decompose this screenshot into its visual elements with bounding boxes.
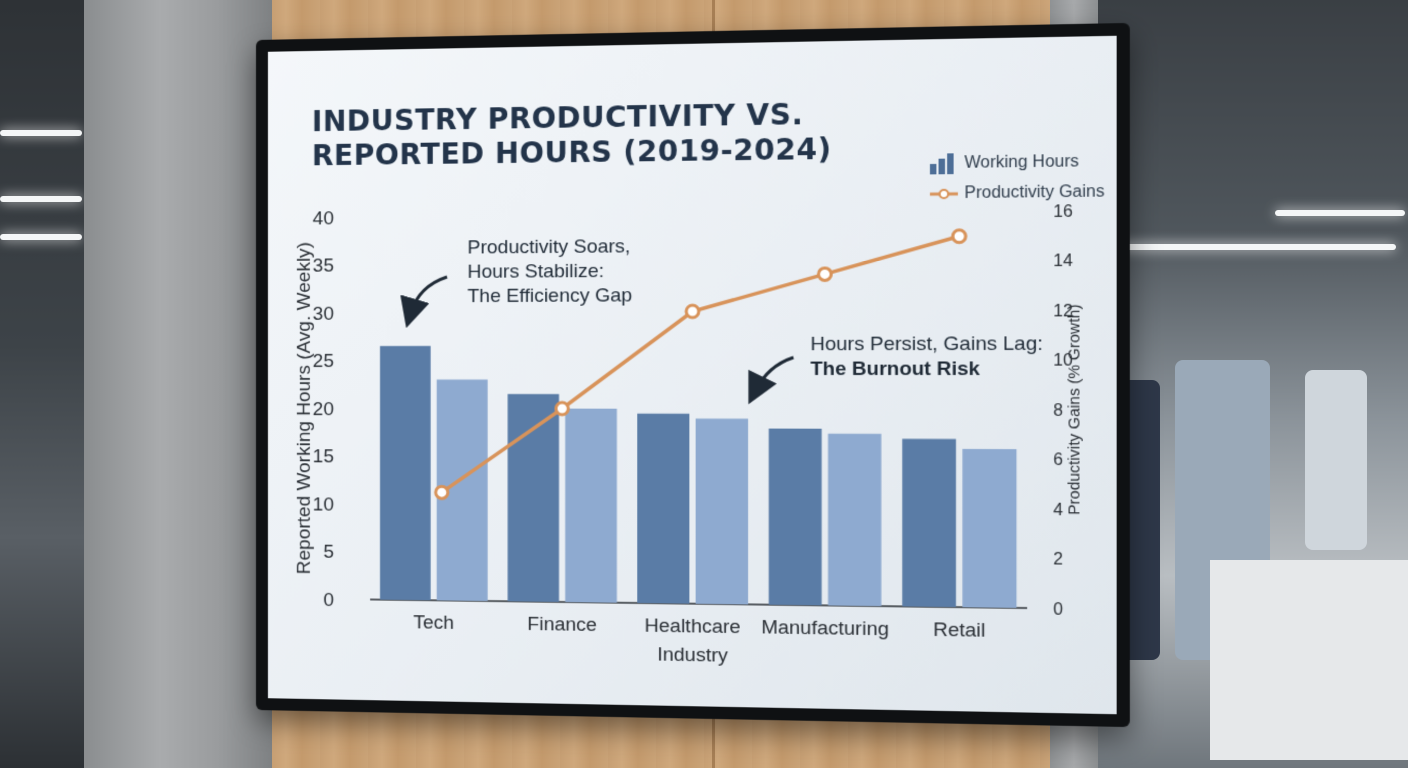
y-tick-label: 35 bbox=[313, 256, 334, 277]
x-tick-label: Retail bbox=[933, 619, 985, 642]
annotation-gap-line1: Productivity Soars, bbox=[467, 236, 631, 259]
bar-hours-healthcare bbox=[637, 413, 690, 604]
y2-tick-label: 4 bbox=[1053, 502, 1063, 520]
x-axis-title: Industry bbox=[657, 644, 728, 667]
bar-hours-secondary-manufacturing bbox=[828, 433, 882, 607]
y-tick-label: 25 bbox=[313, 351, 334, 372]
chart-bars bbox=[380, 345, 1017, 608]
productivity-point-tech bbox=[436, 486, 448, 498]
y-axis-title: Reported Working Hours (Avg. Weekly) bbox=[294, 242, 315, 574]
chart-line bbox=[436, 230, 966, 502]
bar-hours-finance bbox=[507, 394, 560, 602]
annotation-burnout-risk: Hours Persist, Gains Lag: The Burnout Ri… bbox=[810, 332, 1042, 382]
y2-tick-label: 10 bbox=[1053, 352, 1073, 370]
productivity-point-healthcare bbox=[686, 305, 699, 317]
y2-tick-label: 16 bbox=[1053, 203, 1073, 221]
y-tick-label: 20 bbox=[313, 399, 334, 420]
ceiling-light bbox=[1275, 210, 1405, 216]
ceiling-light bbox=[1100, 244, 1396, 250]
chart-canvas: 0 5 10 15 20 25 30 35 40 0 2 4 6 8 10 12 14 16 Reported Wo… bbox=[268, 36, 1117, 714]
productivity-point-retail bbox=[953, 230, 966, 243]
y-tick-label: 10 bbox=[313, 494, 334, 515]
chart-axes: 0 5 10 15 20 25 30 35 40 0 2 4 6 8 10 12 14 16 Reported Wo… bbox=[294, 203, 1084, 667]
annotation-efficiency-gap: Productivity Soars, Hours Stabilize: The… bbox=[467, 235, 632, 309]
y-tick-label: 40 bbox=[313, 208, 334, 229]
y-tick-label: 0 bbox=[323, 590, 334, 611]
office-left-area bbox=[0, 0, 90, 768]
annotation-arrow-gap bbox=[411, 277, 448, 314]
y-tick-label: 5 bbox=[323, 542, 334, 563]
x-tick-label: Manufacturing bbox=[761, 617, 889, 641]
annotation-gap-line3: The Efficiency Gap bbox=[467, 285, 633, 308]
bar-hours-retail bbox=[902, 438, 956, 608]
y2-tick-label: 12 bbox=[1053, 303, 1073, 321]
y2-tick-label: 2 bbox=[1053, 551, 1063, 569]
bar-hours-manufacturing bbox=[768, 428, 822, 606]
annotation-gap-line2: Hours Stabilize: bbox=[467, 260, 605, 283]
y-tick-label: 30 bbox=[313, 304, 334, 325]
y2-tick-label: 6 bbox=[1053, 452, 1063, 470]
bar-hours-secondary-finance bbox=[565, 408, 617, 603]
annotation-burnout-line2: The Burnout Risk bbox=[810, 358, 980, 381]
y2-tick-label: 14 bbox=[1053, 253, 1073, 271]
annotation-burnout-line1: Hours Persist, Gains Lag: bbox=[810, 333, 1043, 356]
bar-hours-tech bbox=[380, 345, 431, 601]
bar-hours-secondary-retail bbox=[962, 448, 1017, 608]
wall-monitor: INDUSTRY PRODUCTIVITY VS. REPORTED HOURS… bbox=[256, 23, 1130, 727]
y2-axis-title: Productivity Gains (% Growth) bbox=[1065, 304, 1084, 515]
ceiling-light bbox=[0, 130, 82, 136]
annotation-arrow-burnout bbox=[755, 357, 793, 390]
bar-hours-secondary-tech bbox=[436, 379, 488, 602]
person-figure bbox=[1305, 370, 1367, 550]
ceiling-light bbox=[0, 196, 82, 202]
y2-tick-label: 0 bbox=[1053, 601, 1063, 619]
ceiling-light bbox=[0, 234, 82, 240]
x-tick-label: Tech bbox=[413, 612, 454, 634]
bar-hours-secondary-healthcare bbox=[695, 418, 749, 605]
productivity-point-manufacturing bbox=[818, 268, 831, 280]
y2-tick-label: 8 bbox=[1053, 402, 1063, 420]
monitor-screen: INDUSTRY PRODUCTIVITY VS. REPORTED HOURS… bbox=[268, 36, 1117, 714]
desk bbox=[1210, 560, 1408, 760]
x-tick-label: Finance bbox=[527, 614, 597, 636]
productivity-point-finance bbox=[556, 402, 568, 414]
y-tick-label: 15 bbox=[313, 447, 334, 468]
concrete-pillar bbox=[84, 0, 274, 768]
x-tick-label: Healthcare bbox=[645, 615, 741, 638]
